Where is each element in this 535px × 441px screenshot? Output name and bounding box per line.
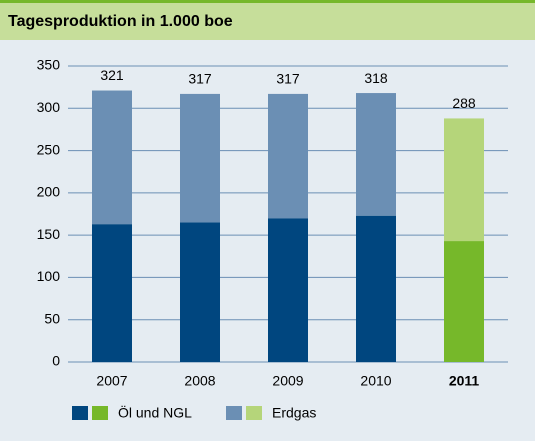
- total-label: 321: [100, 67, 124, 83]
- chart-title: Tagesproduktion in 1.000 boe: [8, 13, 233, 30]
- y-tick-label: 50: [44, 310, 60, 326]
- y-tick-label: 250: [37, 141, 61, 157]
- x-tick-label: 2009: [272, 373, 303, 389]
- y-tick-label: 0: [52, 353, 60, 369]
- y-tick-label: 350: [37, 57, 61, 73]
- total-label: 317: [188, 71, 212, 87]
- y-tick-label: 100: [37, 268, 61, 284]
- y-tick-label: 300: [37, 99, 61, 115]
- total-label: 288: [452, 95, 476, 111]
- legend-swatch: [246, 406, 262, 420]
- legend-swatch: [72, 406, 88, 420]
- total-label: 318: [364, 70, 388, 86]
- x-tick-label: 2011: [449, 373, 480, 389]
- y-tick-label: 200: [37, 184, 61, 200]
- bar-segment: [180, 93, 220, 223]
- bar-segment: [444, 241, 484, 362]
- y-tick-label: 150: [37, 226, 61, 242]
- x-tick-label: 2008: [184, 373, 215, 389]
- bar-segment: [356, 215, 396, 362]
- legend-label: Erdgas: [272, 405, 316, 421]
- legend-swatch: [92, 406, 108, 420]
- bar-segment: [268, 93, 308, 219]
- x-tick-label: 2007: [96, 373, 127, 389]
- title-rule: [0, 0, 535, 3]
- bar-segment: [180, 222, 220, 362]
- x-tick-label: 2010: [360, 373, 391, 389]
- bar-segment: [444, 118, 484, 242]
- bar-segment: [92, 224, 132, 362]
- title-band: [0, 0, 535, 40]
- legend-swatch: [226, 406, 242, 420]
- bar-segment: [92, 90, 132, 225]
- total-label: 317: [276, 71, 300, 87]
- bar-segment: [356, 93, 396, 216]
- bar-segment: [268, 218, 308, 362]
- legend-label: Öl und NGL: [118, 404, 192, 421]
